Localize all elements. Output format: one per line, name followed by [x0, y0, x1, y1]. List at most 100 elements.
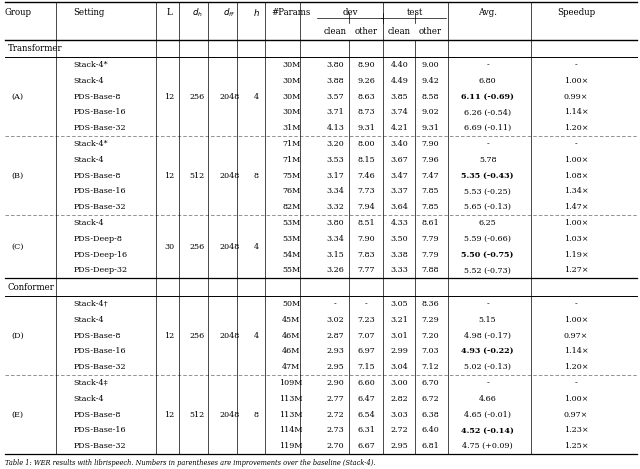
Text: 3.20: 3.20 — [326, 140, 344, 148]
Text: 3.01: 3.01 — [390, 332, 408, 340]
Text: 7.85: 7.85 — [421, 203, 439, 211]
Text: 12: 12 — [164, 93, 175, 101]
Text: other: other — [355, 27, 378, 36]
Text: 9.31: 9.31 — [357, 124, 375, 132]
Text: 31M: 31M — [282, 124, 300, 132]
Text: 7.77: 7.77 — [357, 266, 375, 274]
Text: 2.70: 2.70 — [326, 442, 344, 450]
Text: 4.93 (-0.22): 4.93 (-0.22) — [461, 348, 514, 356]
Text: 6.38: 6.38 — [421, 410, 439, 418]
Text: 1.08×: 1.08× — [564, 172, 588, 180]
Text: 7.79: 7.79 — [421, 251, 439, 259]
Text: 8: 8 — [253, 172, 259, 180]
Text: 12: 12 — [164, 172, 175, 180]
Text: 3.33: 3.33 — [390, 266, 408, 274]
Text: 109M: 109M — [280, 379, 303, 387]
Text: 7.15: 7.15 — [357, 363, 375, 371]
Text: 3.37: 3.37 — [390, 188, 408, 196]
Text: 6.69 (-0.11): 6.69 (-0.11) — [464, 124, 511, 132]
Text: 3.80: 3.80 — [326, 219, 344, 227]
Text: 7.23: 7.23 — [357, 316, 375, 324]
Text: 7.47: 7.47 — [421, 172, 439, 180]
Text: 6.25: 6.25 — [479, 219, 497, 227]
Text: -: - — [575, 379, 577, 387]
Text: Stack-4: Stack-4 — [74, 219, 104, 227]
Text: 4.33: 4.33 — [390, 219, 408, 227]
Text: 4.98 (-0.17): 4.98 (-0.17) — [464, 332, 511, 340]
Text: 3.32: 3.32 — [326, 203, 344, 211]
Text: 7.07: 7.07 — [357, 332, 375, 340]
Text: -: - — [334, 300, 337, 308]
Text: Stack-4: Stack-4 — [74, 395, 104, 403]
Text: PDS-Base-32: PDS-Base-32 — [74, 124, 126, 132]
Text: Stack-4*: Stack-4* — [74, 61, 108, 69]
Text: 3.00: 3.00 — [390, 379, 408, 387]
Text: 1.20×: 1.20× — [564, 124, 588, 132]
Text: 256: 256 — [189, 93, 205, 101]
Text: 1.00×: 1.00× — [564, 156, 588, 164]
Text: 3.50: 3.50 — [390, 235, 408, 243]
Text: 3.74: 3.74 — [390, 108, 408, 116]
Text: 7.79: 7.79 — [421, 235, 439, 243]
Text: $h$: $h$ — [253, 7, 259, 18]
Text: 30M: 30M — [282, 108, 300, 116]
Text: -: - — [365, 300, 367, 308]
Text: -: - — [486, 300, 489, 308]
Text: 9.26: 9.26 — [357, 77, 375, 85]
Text: 1.47×: 1.47× — [564, 203, 588, 211]
Text: 7.88: 7.88 — [421, 266, 439, 274]
Text: 9.42: 9.42 — [421, 77, 439, 85]
Text: 12: 12 — [164, 410, 175, 418]
Text: Stack-4: Stack-4 — [74, 156, 104, 164]
Text: Stack-4‡: Stack-4‡ — [74, 379, 108, 387]
Text: 6.97: 6.97 — [357, 348, 375, 356]
Text: 7.29: 7.29 — [421, 316, 439, 324]
Text: 0.99×: 0.99× — [564, 93, 588, 101]
Text: 3.85: 3.85 — [390, 93, 408, 101]
Text: Group: Group — [4, 8, 31, 17]
Text: 7.03: 7.03 — [421, 348, 439, 356]
Text: 1.03×: 1.03× — [564, 235, 588, 243]
Text: PDS-Base-16: PDS-Base-16 — [74, 348, 126, 356]
Text: PDS-Base-32: PDS-Base-32 — [74, 442, 126, 450]
Text: Avg.: Avg. — [478, 8, 497, 17]
Text: 8.36: 8.36 — [421, 300, 439, 308]
Text: 9.31: 9.31 — [421, 124, 439, 132]
Text: 5.52 (-0.73): 5.52 (-0.73) — [464, 266, 511, 274]
Text: (E): (E) — [12, 410, 24, 418]
Text: 7.85: 7.85 — [421, 188, 439, 196]
Text: PDS-Base-8: PDS-Base-8 — [74, 172, 121, 180]
Text: -: - — [486, 61, 489, 69]
Text: Stack-4†: Stack-4† — [74, 300, 108, 308]
Text: PDS-Base-16: PDS-Base-16 — [74, 108, 126, 116]
Text: 3.40: 3.40 — [390, 140, 408, 148]
Text: 8.63: 8.63 — [357, 93, 375, 101]
Text: 7.12: 7.12 — [421, 363, 439, 371]
Text: PDS-Deep-8: PDS-Deep-8 — [74, 235, 122, 243]
Text: 119M: 119M — [280, 442, 303, 450]
Text: 1.27×: 1.27× — [564, 266, 588, 274]
Text: Setting: Setting — [74, 8, 105, 17]
Text: 53M: 53M — [282, 235, 300, 243]
Text: 1.00×: 1.00× — [564, 316, 588, 324]
Text: 8.51: 8.51 — [357, 219, 375, 227]
Text: 3.67: 3.67 — [390, 156, 408, 164]
Text: 1.20×: 1.20× — [564, 363, 588, 371]
Text: 4.13: 4.13 — [326, 124, 344, 132]
Text: 2048: 2048 — [219, 243, 239, 251]
Text: Transformer: Transformer — [8, 44, 62, 53]
Text: 7.73: 7.73 — [357, 188, 375, 196]
Text: 6.72: 6.72 — [421, 395, 439, 403]
Text: -: - — [575, 140, 577, 148]
Text: 4.40: 4.40 — [390, 61, 408, 69]
Text: 4.66: 4.66 — [479, 395, 497, 403]
Text: 256: 256 — [189, 243, 205, 251]
Text: 2.73: 2.73 — [326, 426, 344, 434]
Text: 5.65 (-0.13): 5.65 (-0.13) — [464, 203, 511, 211]
Text: -: - — [486, 140, 489, 148]
Text: 9.00: 9.00 — [421, 61, 439, 69]
Text: 46M: 46M — [282, 332, 300, 340]
Text: 2048: 2048 — [219, 332, 239, 340]
Text: 82M: 82M — [282, 203, 300, 211]
Text: 1.34×: 1.34× — [564, 188, 588, 196]
